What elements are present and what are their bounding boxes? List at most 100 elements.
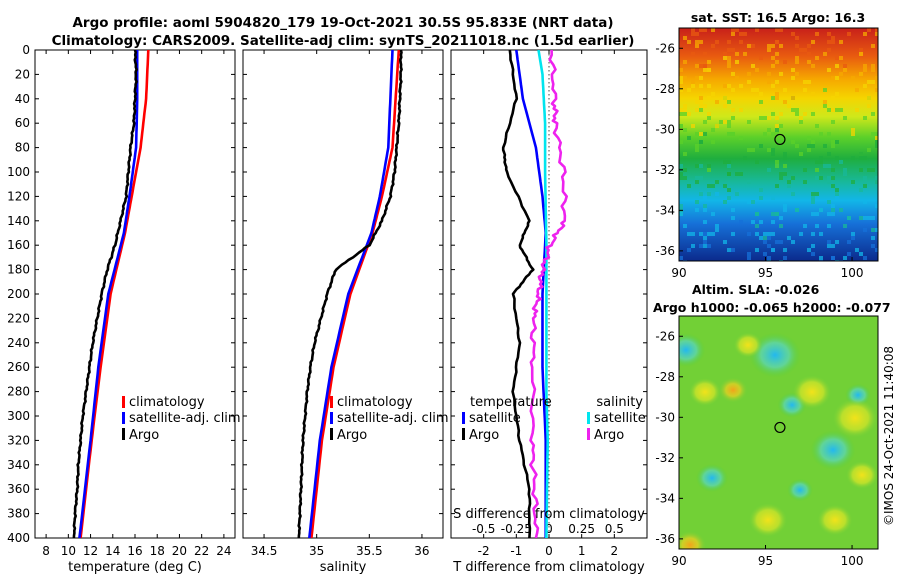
- sst-pixel: [779, 224, 783, 228]
- sst-pixel: [827, 180, 831, 184]
- sst-pixel: [783, 172, 787, 176]
- sst-pixel: [755, 88, 759, 92]
- sst-pixel: [771, 96, 775, 100]
- sla-blob: [787, 478, 813, 502]
- sst-pixel: [695, 132, 699, 136]
- y-tick-label: 20: [15, 67, 30, 81]
- sst-pixel: [739, 136, 743, 140]
- y-tick-label: 320: [7, 433, 30, 447]
- sst-pixel: [691, 244, 695, 248]
- sst-pixel: [703, 240, 707, 244]
- sst-pixel: [703, 120, 707, 124]
- x-tick-label: 18: [150, 544, 165, 558]
- sst-pixel: [727, 160, 731, 164]
- sst-pixel: [859, 156, 863, 160]
- sst-pixel: [827, 224, 831, 228]
- sst-pixel: [727, 100, 731, 104]
- sst-pixel: [835, 64, 839, 68]
- sst-pixel: [819, 176, 823, 180]
- sst-pixel: [739, 108, 743, 112]
- sst-pixel: [695, 100, 699, 104]
- sst-pixel: [827, 244, 831, 248]
- sst-pixel: [695, 40, 699, 44]
- sst-pixel: [783, 152, 787, 156]
- sst-pixel: [711, 44, 715, 48]
- sst-pixel: [843, 172, 847, 176]
- difference-legend: temperature satellite Argo salinity sate…: [462, 395, 646, 443]
- sst-pixel: [763, 252, 767, 256]
- sst-pixel: [731, 248, 735, 252]
- sst-pixel: [711, 212, 715, 216]
- sst-pixel: [831, 108, 835, 112]
- sst-pixel: [811, 252, 815, 256]
- sst-pixel: [775, 128, 779, 132]
- sst-pixel: [775, 40, 779, 44]
- sst-pixel: [851, 156, 855, 160]
- sst-pixel: [803, 168, 807, 172]
- sst-pixel: [839, 208, 843, 212]
- sst-pixel: [795, 108, 799, 112]
- sst-pixel: [795, 36, 799, 40]
- sst-pixel: [875, 140, 878, 144]
- legend-satellite-label: satellite-adj. clim: [129, 411, 241, 426]
- top-tick-label: -0.5: [472, 522, 495, 536]
- x-tick-label: 10: [61, 544, 76, 558]
- sst-pixel: [695, 144, 699, 148]
- temperature-lines: [72, 50, 150, 538]
- sst-pixel: [835, 92, 839, 96]
- sst-pixel: [779, 172, 783, 176]
- sst-pixel: [771, 64, 775, 68]
- x-tick-label: 35: [309, 544, 324, 558]
- sst-pixel: [683, 104, 687, 108]
- difference-lines: [501, 50, 568, 538]
- sst-pixel: [683, 152, 687, 156]
- series-line-salinity-argo: [529, 50, 568, 538]
- sst-pixel: [811, 140, 815, 144]
- sst-pixel: [863, 256, 867, 260]
- sla-map-ticks: 90 95 100 -26 -28 -30 -32 -34 -36: [655, 329, 863, 568]
- sst-pixel: [727, 172, 731, 176]
- series-line-satellite-adj-clim: [308, 50, 394, 538]
- sst-pixel: [727, 248, 731, 252]
- sst-pixel: [799, 48, 803, 52]
- sst-pixel: [759, 116, 763, 120]
- x-tick-label: 35.5: [356, 544, 383, 558]
- x-tick-label: 14: [105, 544, 120, 558]
- top-tick-label: 0.25: [568, 522, 595, 536]
- sst-pixel: [867, 148, 871, 152]
- difference-xlabel-bottom: T difference from climatology: [452, 560, 645, 575]
- sst-pixel: [823, 100, 827, 104]
- sst-pixel: [815, 124, 819, 128]
- sst-pixel: [739, 220, 743, 224]
- x-tick-label: 8: [42, 544, 50, 558]
- sst-pixel: [695, 44, 699, 48]
- sst-pixel: [751, 200, 755, 204]
- sst-pixel: [847, 252, 851, 256]
- x-tick-label: -2: [478, 544, 490, 558]
- sst-pixel: [699, 192, 703, 196]
- sst-pixel: [711, 28, 715, 32]
- sst-pixel: [863, 32, 867, 36]
- sst-pixel: [775, 212, 779, 216]
- sst-pixel: [771, 132, 775, 136]
- y-tick-label: 300: [7, 409, 30, 423]
- sst-pixel: [795, 72, 799, 76]
- legend-s-satellite-swatch: [587, 412, 590, 424]
- sst-pixel: [799, 120, 803, 124]
- sst-pixel: [767, 48, 771, 52]
- sst-pixel: [815, 176, 819, 180]
- sst-pixel: [715, 192, 719, 196]
- sst-pixel: [715, 40, 719, 44]
- sst-pixel: [767, 80, 771, 84]
- legend-climatology-label: climatology: [337, 395, 413, 410]
- sst-pixel: [739, 32, 743, 36]
- sst-pixel: [831, 96, 835, 100]
- sst-pixel: [819, 256, 823, 260]
- sst-pixel: [687, 248, 691, 252]
- sst-pixel: [799, 152, 803, 156]
- sst-pixel: [767, 236, 771, 240]
- sst-pixel: [683, 112, 687, 116]
- sst-pixel: [727, 132, 731, 136]
- y-tick-label: 240: [7, 336, 30, 350]
- x-tick-label: 1: [578, 544, 586, 558]
